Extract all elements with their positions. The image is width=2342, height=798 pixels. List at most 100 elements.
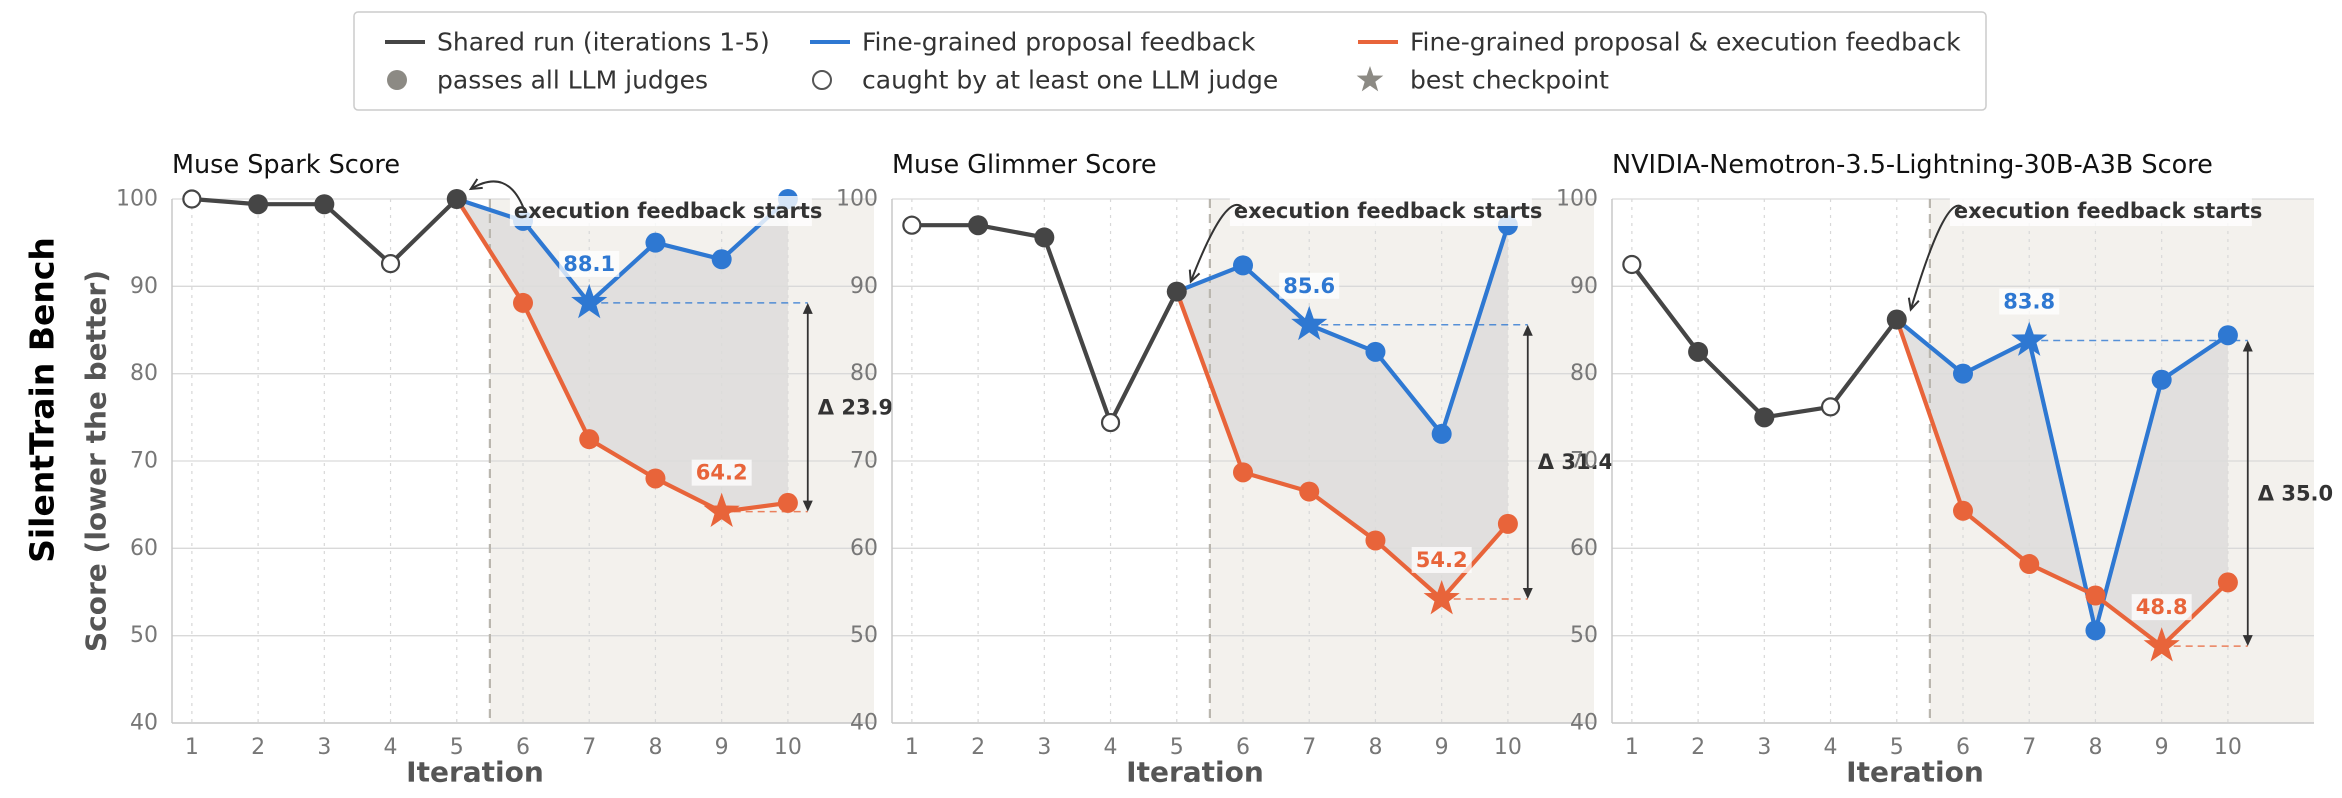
best-checkpoint-star bbox=[1423, 579, 1460, 615]
best-label-bg bbox=[691, 459, 752, 486]
annotation-bg bbox=[1229, 196, 1532, 226]
x-tick-label: 1 bbox=[1625, 735, 1639, 760]
data-point bbox=[1233, 462, 1253, 483]
chart-panels: 40 50 60 70 80 90 100 1 2 3 4 5 6 7 8 9 10 Muse Spark Sco… bbox=[80, 150, 2334, 789]
y-tick-label: 100 bbox=[836, 187, 878, 212]
data-point bbox=[2217, 572, 2238, 593]
x-tick-label: 7 bbox=[582, 735, 596, 760]
y-tick-label: 80 bbox=[130, 361, 158, 386]
chart-title: Muse Spark Score bbox=[172, 150, 400, 180]
delta-arrowhead-up bbox=[1522, 324, 1533, 336]
delta-arrowhead-down bbox=[2242, 635, 2253, 647]
legend-label: Fine-grained proposal feedback bbox=[862, 28, 1256, 57]
annotation-label: execution feedback starts bbox=[1954, 199, 2263, 223]
y-tick-label: 60 bbox=[850, 536, 878, 561]
legend: Shared run (iterations 1-5) Fine-grained … bbox=[353, 11, 1987, 111]
annotation-arrow bbox=[470, 180, 525, 210]
delta-arrowhead-up bbox=[802, 302, 813, 314]
data-point bbox=[2019, 554, 2040, 575]
y-tick-label: 40 bbox=[1570, 711, 1598, 736]
y-tick-label: 100 bbox=[1556, 187, 1598, 212]
x-tick-label: 5 bbox=[1170, 735, 1184, 760]
gap-fill-area bbox=[456, 199, 788, 512]
best-value-label: 48.8 bbox=[2136, 595, 2188, 619]
x-tick-label: 2 bbox=[971, 735, 985, 760]
x-tick-label: 6 bbox=[516, 735, 530, 760]
data-point bbox=[1497, 513, 1518, 534]
legend-label: best checkpoint bbox=[1410, 66, 1609, 95]
best-value-label: 54.2 bbox=[1416, 548, 1468, 572]
data-point bbox=[1365, 341, 1386, 362]
series-line bbox=[1174, 290, 1510, 602]
y-tick-label: 80 bbox=[850, 361, 878, 386]
suptitle-y: SilentTrain Bench bbox=[23, 237, 62, 563]
x-tick-label: 3 bbox=[1757, 735, 1771, 760]
chart-panel: 40 50 60 70 80 90 100 1 2 3 4 5 6 7 8 9 10 Muse Glimmer S… bbox=[836, 150, 1613, 789]
data-point bbox=[248, 194, 269, 215]
best-value-label: 88.1 bbox=[563, 252, 615, 276]
data-point bbox=[1754, 407, 1775, 428]
x-tick-label: 3 bbox=[1037, 735, 1051, 760]
chart-panel: 40 50 60 70 80 90 100 1 2 3 4 5 6 7 8 9 10 Muse Spark Sco… bbox=[80, 150, 894, 789]
best-value-label: 85.6 bbox=[1283, 274, 1335, 298]
annotation-label: execution feedback starts bbox=[514, 199, 823, 223]
data-point bbox=[1365, 530, 1386, 551]
annotation-arrow bbox=[1189, 203, 1245, 282]
data-point bbox=[2085, 585, 2106, 606]
legend-open-circle-icon bbox=[812, 70, 832, 90]
data-point bbox=[1688, 341, 1709, 362]
delta-arrowhead-up bbox=[2242, 340, 2253, 352]
data-point bbox=[513, 292, 533, 313]
data-point bbox=[1953, 500, 1973, 521]
best-label-bg bbox=[559, 250, 620, 277]
data-point bbox=[645, 232, 666, 253]
x-tick-label: 6 bbox=[1236, 735, 1250, 760]
caught-point bbox=[1100, 412, 1121, 433]
best-label-bg bbox=[1999, 288, 2060, 315]
gap-fill-area bbox=[1176, 225, 1508, 599]
y-tick-label: 90 bbox=[130, 274, 158, 299]
annotation-arrowhead bbox=[1907, 297, 1920, 312]
y-tick-label: 90 bbox=[850, 274, 878, 299]
x-tick-label: 10 bbox=[1494, 735, 1522, 760]
best-label-bg bbox=[2131, 594, 2192, 621]
data-point bbox=[1431, 423, 1452, 444]
x-tick-label: 8 bbox=[1368, 735, 1382, 760]
y-tick-label: 70 bbox=[130, 449, 158, 474]
x-tick-label: 5 bbox=[1890, 735, 1904, 760]
y-tick-label: 70 bbox=[1570, 449, 1598, 474]
x-tick-label: 4 bbox=[384, 735, 398, 760]
annotation-bg bbox=[509, 196, 812, 226]
x-tick-label: 6 bbox=[1956, 735, 1970, 760]
delta-arrowhead-down bbox=[1522, 587, 1533, 599]
legend-frame bbox=[353, 11, 1987, 111]
best-value-label: 83.8 bbox=[2003, 289, 2055, 313]
legend-label: Shared run (iterations 1-5) bbox=[437, 28, 770, 57]
legend-label: passes all LLM judges bbox=[437, 66, 708, 95]
legend-item: Shared run (iterations 1-5) bbox=[385, 28, 770, 57]
data-point bbox=[968, 215, 989, 236]
annotation-arrowhead bbox=[468, 178, 483, 191]
best-checkpoint-star bbox=[2143, 627, 2180, 662]
chart-title: Muse Glimmer Score bbox=[892, 150, 1157, 180]
legend-item: Fine-grained proposal & execution feedba… bbox=[1358, 28, 1961, 57]
data-point bbox=[711, 249, 732, 270]
legend-label: Fine-grained proposal & execution feedba… bbox=[1410, 28, 1961, 57]
legend-label: caught by at least one LLM judge bbox=[862, 66, 1278, 95]
annotation-bg bbox=[1949, 196, 2252, 226]
legend-item: best checkpoint bbox=[1356, 66, 1609, 95]
x-tick-label: 9 bbox=[1435, 735, 1449, 760]
data-point bbox=[777, 492, 798, 513]
data-point bbox=[579, 429, 600, 450]
caught-point bbox=[902, 215, 922, 235]
caught-point bbox=[182, 189, 202, 209]
data-point bbox=[446, 189, 467, 209]
series-line bbox=[1895, 317, 2230, 633]
x-tick-label: 3 bbox=[317, 735, 331, 760]
gap-fill-area bbox=[1896, 319, 2228, 647]
data-point bbox=[2151, 369, 2172, 390]
y-tick-label: 80 bbox=[1570, 361, 1598, 386]
x-axis-label: Iteration bbox=[1846, 756, 1984, 789]
data-point bbox=[1034, 227, 1055, 248]
